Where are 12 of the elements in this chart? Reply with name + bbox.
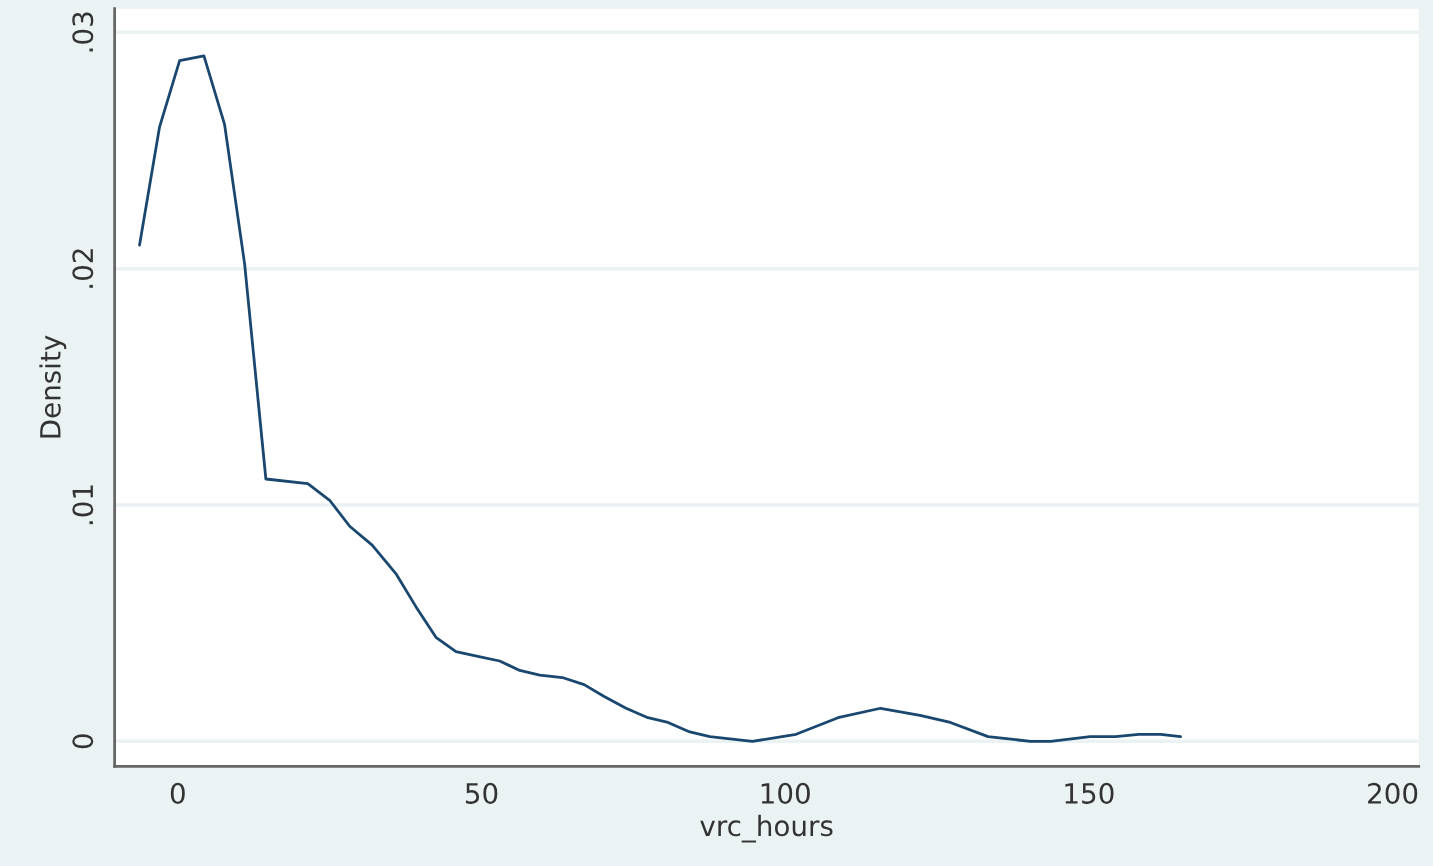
x-tick-label: 200 xyxy=(1368,782,1418,804)
x-tick-label: 100 xyxy=(761,782,810,804)
y-tick-label: .02 xyxy=(72,249,94,288)
x-axis-title: vrc_hours xyxy=(700,814,833,843)
x-tick-label: 50 xyxy=(465,782,498,804)
y-tick-label: 0 xyxy=(72,734,94,749)
y-tick-label: .03 xyxy=(72,12,94,52)
x-tick-label: 150 xyxy=(1065,782,1114,804)
y-axis-title: Density xyxy=(39,335,67,438)
y-tick-label: .01 xyxy=(72,485,94,525)
x-tick-label: 0 xyxy=(170,782,185,804)
line-series xyxy=(138,54,1182,743)
